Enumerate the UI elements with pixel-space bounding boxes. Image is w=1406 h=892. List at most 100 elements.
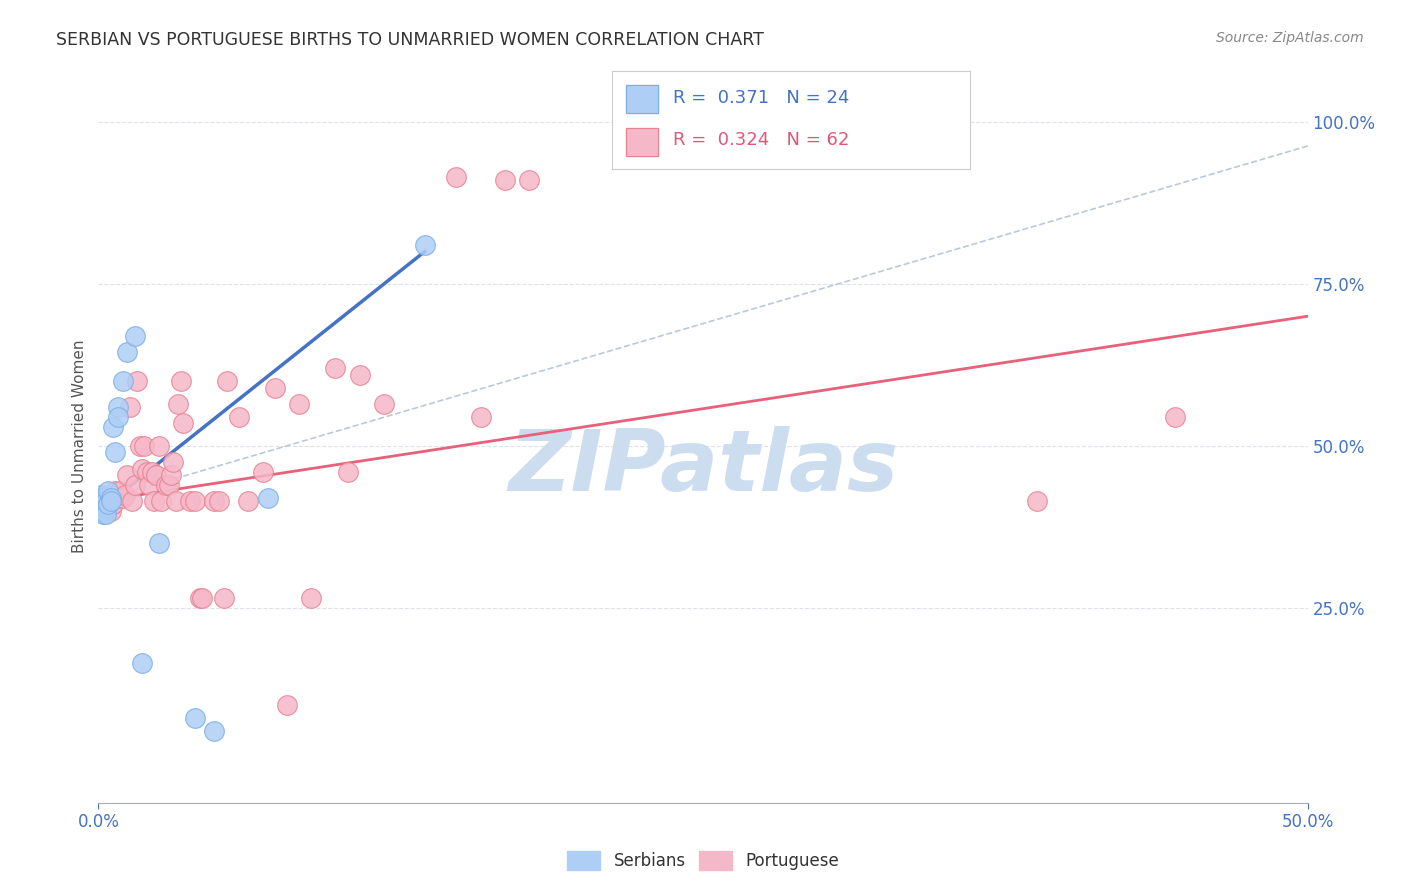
Point [162, 455, 184, 469]
Point [228, 409, 250, 424]
Point [90, 491, 112, 505]
Point [160, 468, 183, 483]
Point [264, 381, 287, 395]
Point [107, 400, 129, 414]
Point [336, 465, 359, 479]
Point [184, 494, 207, 508]
Bar [626, 85, 658, 112]
Point [145, 468, 167, 483]
Point [325, 361, 347, 376]
Point [373, 397, 395, 411]
Bar [626, 128, 658, 156]
Point [97, 494, 120, 508]
Point [91, 494, 114, 508]
Text: R =  0.324   N = 62: R = 0.324 N = 62 [672, 131, 849, 149]
Bar [626, 85, 658, 112]
Point [141, 465, 163, 479]
Point [276, 698, 298, 713]
Point [111, 491, 134, 505]
Point [97, 484, 120, 499]
Point [143, 494, 166, 508]
Point [446, 169, 468, 184]
Point [148, 439, 170, 453]
Point [107, 491, 129, 505]
Point [256, 491, 278, 505]
Point [101, 419, 124, 434]
Legend: Serbians, Portuguese: Serbians, Portuguese [560, 844, 846, 877]
Point [134, 439, 156, 453]
Point [117, 345, 139, 359]
Y-axis label: Births to Unmarried Women: Births to Unmarried Women [72, 339, 87, 553]
Point [252, 465, 274, 479]
Point [91, 507, 114, 521]
Text: ZIPatlas: ZIPatlas [508, 425, 898, 509]
Text: Source: ZipAtlas.com: Source: ZipAtlas.com [1216, 31, 1364, 45]
Point [121, 494, 143, 508]
Point [114, 488, 136, 502]
Point [238, 494, 260, 508]
Point [155, 478, 177, 492]
Point [131, 657, 153, 671]
Point [100, 494, 122, 508]
Point [191, 591, 214, 606]
Point [128, 439, 150, 453]
Point [90, 488, 112, 502]
Point [124, 478, 146, 492]
Point [111, 374, 134, 388]
Point [97, 497, 120, 511]
Point [1163, 409, 1185, 424]
Point [215, 374, 238, 388]
Point [135, 465, 157, 479]
Bar [626, 128, 658, 156]
Point [124, 328, 146, 343]
Point [517, 173, 540, 187]
Point [97, 500, 120, 515]
Point [91, 497, 114, 511]
Point [100, 494, 122, 508]
Text: R =  0.371   N = 24: R = 0.371 N = 24 [672, 89, 849, 107]
Point [212, 591, 235, 606]
Point [131, 461, 153, 475]
Point [118, 400, 141, 414]
Point [94, 507, 117, 521]
Point [94, 494, 117, 508]
Point [94, 497, 117, 511]
Point [127, 374, 149, 388]
Point [90, 494, 112, 508]
Point [184, 711, 207, 725]
Point [104, 484, 127, 499]
Point [100, 491, 122, 505]
Point [150, 494, 173, 508]
Point [413, 238, 436, 252]
Point [91, 504, 114, 518]
Point [179, 494, 201, 508]
Point [208, 494, 231, 508]
Point [1025, 494, 1047, 508]
Point [101, 497, 124, 511]
Point [91, 491, 114, 505]
Point [172, 417, 194, 431]
Point [494, 173, 516, 187]
Point [169, 374, 191, 388]
Point [299, 591, 322, 606]
Point [470, 409, 492, 424]
Point [138, 478, 160, 492]
Point [91, 497, 114, 511]
Point [107, 409, 129, 424]
Point [108, 484, 131, 499]
Point [104, 445, 127, 459]
Point [188, 591, 211, 606]
Point [288, 397, 311, 411]
Text: SERBIAN VS PORTUGUESE BIRTHS TO UNMARRIED WOMEN CORRELATION CHART: SERBIAN VS PORTUGUESE BIRTHS TO UNMARRIE… [56, 31, 763, 49]
Point [117, 468, 139, 483]
Point [165, 494, 187, 508]
Point [157, 478, 180, 492]
Point [204, 494, 226, 508]
Point [100, 504, 122, 518]
Point [101, 491, 124, 505]
Point [167, 397, 190, 411]
Point [349, 368, 371, 382]
Point [204, 724, 226, 739]
Point [94, 504, 117, 518]
Point [148, 536, 170, 550]
